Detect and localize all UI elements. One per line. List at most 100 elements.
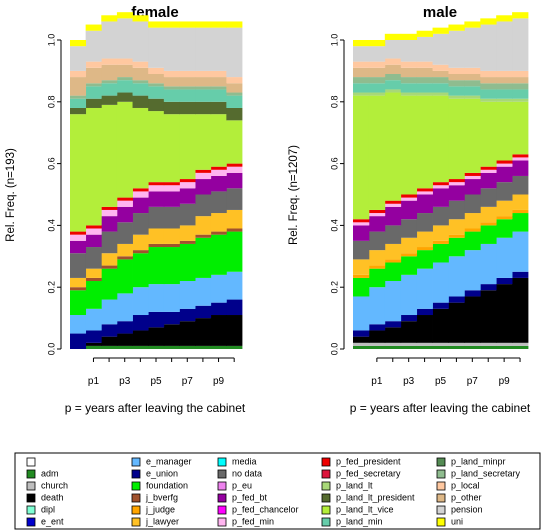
female-segment-p-fed-min-p1 [85, 228, 102, 235]
female-segment-p-other-p8 [195, 77, 212, 87]
male-x-tick-label-p1: p1 [371, 376, 383, 387]
legend-swatch-no-data [217, 469, 227, 479]
legend-swatch-p-land-minpr [436, 457, 446, 467]
male-segment-j-lawyer-p4 [416, 231, 433, 248]
legend-swatch-p-land-lt-vice [321, 505, 331, 515]
female-segment-p-other-p9 [210, 77, 227, 87]
legend-label-p-land-lt-vice: p_land_lt_vice [336, 504, 394, 514]
legend-swatch-p-fed-chancelor [217, 505, 227, 515]
male-segment-e-union-p9 [496, 277, 513, 285]
female-segment-p-land-lt-president-p1 [85, 98, 102, 108]
female-segment-adm-p7 [179, 345, 196, 349]
female-segment-j-bverfg-p0 [70, 287, 87, 291]
female-segment-p-land-min-p0 [70, 98, 87, 108]
legend-label-p-fed-bt: p_fed_bt [232, 492, 268, 502]
legend: adm church death dipl e_ent e_manager e_unionf… [14, 452, 541, 530]
legend-swatch-pension [436, 505, 446, 515]
male-segment-j-lawyer-p5 [432, 225, 449, 241]
female-segment-pension-p7 [179, 27, 196, 71]
male-segment-uni-p1 [368, 40, 386, 47]
male-segment-no-data-p3 [400, 219, 418, 238]
male-segment-foundation-p6 [448, 237, 465, 257]
male-segment-p-other-p4 [416, 67, 433, 78]
female-segment-p-land-secretary-p10 [226, 92, 243, 96]
female-y-tick-label-2: 0.4 [46, 219, 56, 232]
male-segment-j-lawyer-p3 [400, 237, 418, 254]
female-segment-foundation-p4 [132, 253, 149, 288]
female-x-tick-label-p5: p5 [150, 376, 162, 387]
female-x-axis-label: p = years after leaving the cabinet [65, 401, 246, 415]
male-segment-p-land-min-p8 [480, 89, 497, 99]
male-segment-death-p8 [480, 290, 497, 343]
female-segment-p-land-lt-vice-p7 [179, 114, 196, 180]
female-segment-p-fed-min-p6 [163, 185, 180, 192]
female-segment-j-bverfg-p5 [148, 243, 165, 248]
female-segment-p-fed-min-p9 [210, 169, 227, 176]
male-segment-p-fed-bt-p2 [384, 206, 402, 226]
legend-label-e-union: e_union [146, 468, 178, 478]
female-segment-pension-p5 [148, 27, 165, 68]
male-segment-e-manager-p5 [432, 262, 449, 303]
female-segment-p-local-p7 [179, 70, 196, 78]
female-x-axis: p1 p3 p5 p7 p9 [88, 357, 235, 387]
female-segment-e-union-p8 [195, 305, 212, 319]
male-stacked-areas [353, 12, 529, 349]
female-segment-p-local-p0 [70, 70, 87, 78]
male-segment-p-land-lt-vice-p3 [400, 95, 418, 195]
female-segment-p-land-lt-president-p0 [70, 107, 87, 115]
female-y-tick-label-3: 0.6 [46, 157, 56, 170]
female-segment-p-fed-president-p1 [85, 225, 102, 229]
male-segment-church-p1 [368, 342, 386, 346]
male-segment-p-land-min-p10 [512, 89, 529, 99]
male-y-tick-label-1: 0.2 [329, 281, 339, 294]
male-segment-p-land-secretary-p10 [512, 83, 529, 90]
male-segment-j-lawyer-p8 [480, 206, 497, 223]
female-y-axis-label: Rel. Freq. (n=193) [5, 148, 17, 242]
male-segment-p-fed-min-p8 [480, 169, 497, 173]
male-segment-uni-p5 [432, 27, 449, 34]
male-segment-p-fed-president-p5 [432, 182, 449, 186]
female-segment-p-land-secretary-p9 [210, 86, 227, 90]
legend-label-p-land-lt-president: p_land_lt_president [336, 492, 415, 502]
male-segment-death-p7 [464, 296, 481, 343]
male-segment-j-judge-p5 [432, 240, 449, 244]
female-segment-uni-p1 [85, 24, 102, 31]
legend-swatch-j-judge [131, 505, 141, 515]
female-segment-death-p3 [116, 333, 133, 346]
male-segment-p-fed-bt-p5 [432, 188, 449, 207]
male-segment-uni-p2 [384, 33, 402, 40]
female-segment-death-p7 [179, 321, 196, 346]
male-segment-e-union-p3 [400, 315, 418, 322]
male-panel: male Rel. Freq. (n=1207) p = years after… [288, 4, 531, 415]
female-segment-e-manager-p4 [132, 287, 149, 316]
female-y-tick-label-5: 1.0 [46, 34, 56, 47]
female-segment-pension-p6 [163, 27, 180, 71]
male-segment-j-lawyer-p10 [512, 194, 529, 210]
female-y-tick-label-0: 0.0 [46, 343, 56, 356]
male-segment-e-manager-p0 [353, 296, 370, 331]
male-segment-p-other-p7 [464, 73, 481, 81]
female-segment-j-lawyer-p2 [101, 253, 118, 266]
female-segment-e-manager-p7 [179, 281, 196, 309]
male-segment-church-p10 [512, 342, 529, 346]
male-segment-p-land-lt-p9 [496, 98, 513, 102]
male-segment-church-p3 [400, 342, 418, 346]
female-segment-no-data-p8 [195, 194, 212, 217]
female-segment-p-local-p1 [85, 61, 102, 68]
legend-label-church: church [41, 480, 68, 490]
male-segment-p-land-lt-vice-p2 [384, 92, 402, 201]
female-segment-foundation-p7 [179, 243, 196, 282]
female-segment-p-land-min-p9 [210, 89, 227, 102]
male-segment-e-union-p1 [368, 324, 386, 331]
female-segment-p-fed-president-p5 [148, 182, 165, 186]
male-segment-p-land-lt-vice-p8 [480, 101, 497, 167]
male-segment-no-data-p0 [353, 240, 370, 260]
female-segment-p-land-lt-president-p8 [195, 101, 212, 115]
female-segment-j-lawyer-p5 [148, 228, 165, 244]
male-segment-j-judge-p2 [384, 259, 402, 263]
female-segment-p-land-lt-president-p3 [116, 92, 133, 102]
male-segment-uni-p4 [416, 30, 433, 37]
male-segment-church-p8 [480, 342, 497, 346]
male-segment-p-land-min-p2 [384, 80, 402, 90]
female-segment-p-local-p9 [210, 70, 227, 78]
